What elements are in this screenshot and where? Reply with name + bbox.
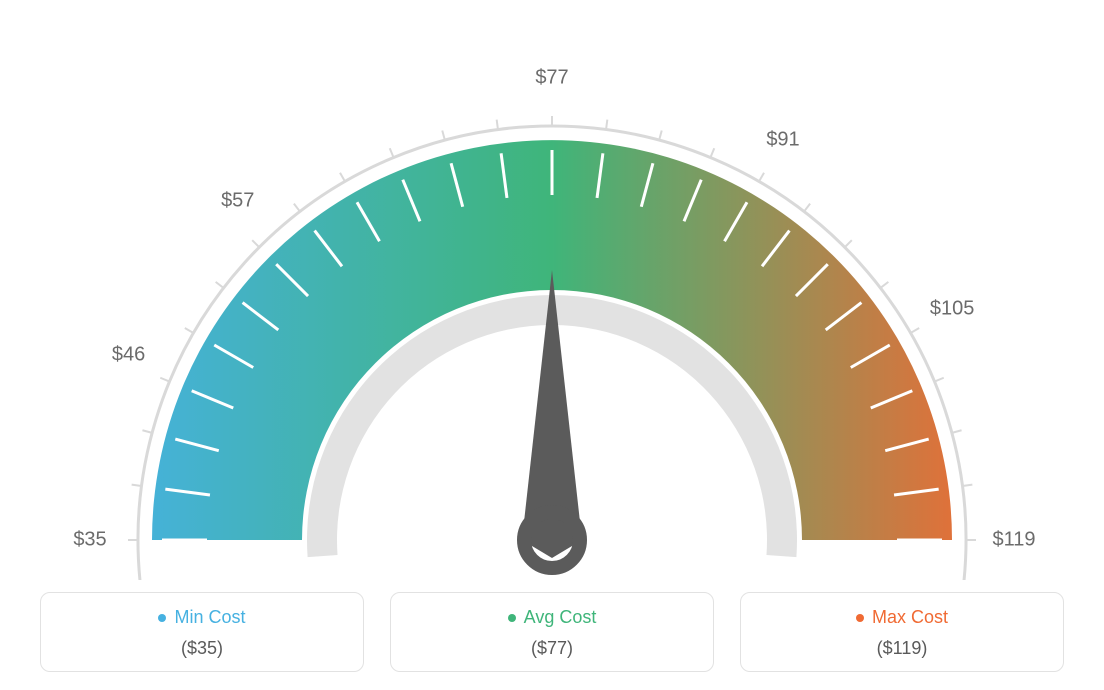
- tick-label: $57: [221, 190, 254, 213]
- legend-avg-label: Avg Cost: [524, 607, 597, 628]
- legend-min: Min Cost ($35): [40, 592, 364, 672]
- legend-min-label: Min Cost: [174, 607, 245, 628]
- tick-label: $35: [73, 529, 106, 552]
- tick-label: $119: [992, 529, 1035, 552]
- dot-max: [856, 614, 864, 622]
- legend-max-label: Max Cost: [872, 607, 948, 628]
- legend-max: Max Cost ($119): [740, 592, 1064, 672]
- dot-avg: [508, 614, 516, 622]
- dot-min: [158, 614, 166, 622]
- tick-label: $105: [930, 298, 975, 321]
- legend-row: Min Cost ($35) Avg Cost ($77) Max Cost (…: [40, 592, 1064, 672]
- legend-min-title: Min Cost: [158, 607, 245, 628]
- tick-label: $77: [535, 67, 568, 90]
- legend-avg-value: ($77): [401, 638, 703, 659]
- gauge-chart-container: $35 $46 $57 $77 $91 $105 $119 Min Cost ($35) A…: [0, 0, 1104, 690]
- legend-max-title: Max Cost: [856, 607, 948, 628]
- legend-min-value: ($35): [51, 638, 353, 659]
- legend-avg: Avg Cost ($77): [390, 592, 714, 672]
- legend-max-value: ($119): [751, 638, 1053, 659]
- tick-label: $46: [112, 344, 145, 367]
- legend-avg-title: Avg Cost: [508, 607, 597, 628]
- tick-label: $91: [766, 128, 799, 151]
